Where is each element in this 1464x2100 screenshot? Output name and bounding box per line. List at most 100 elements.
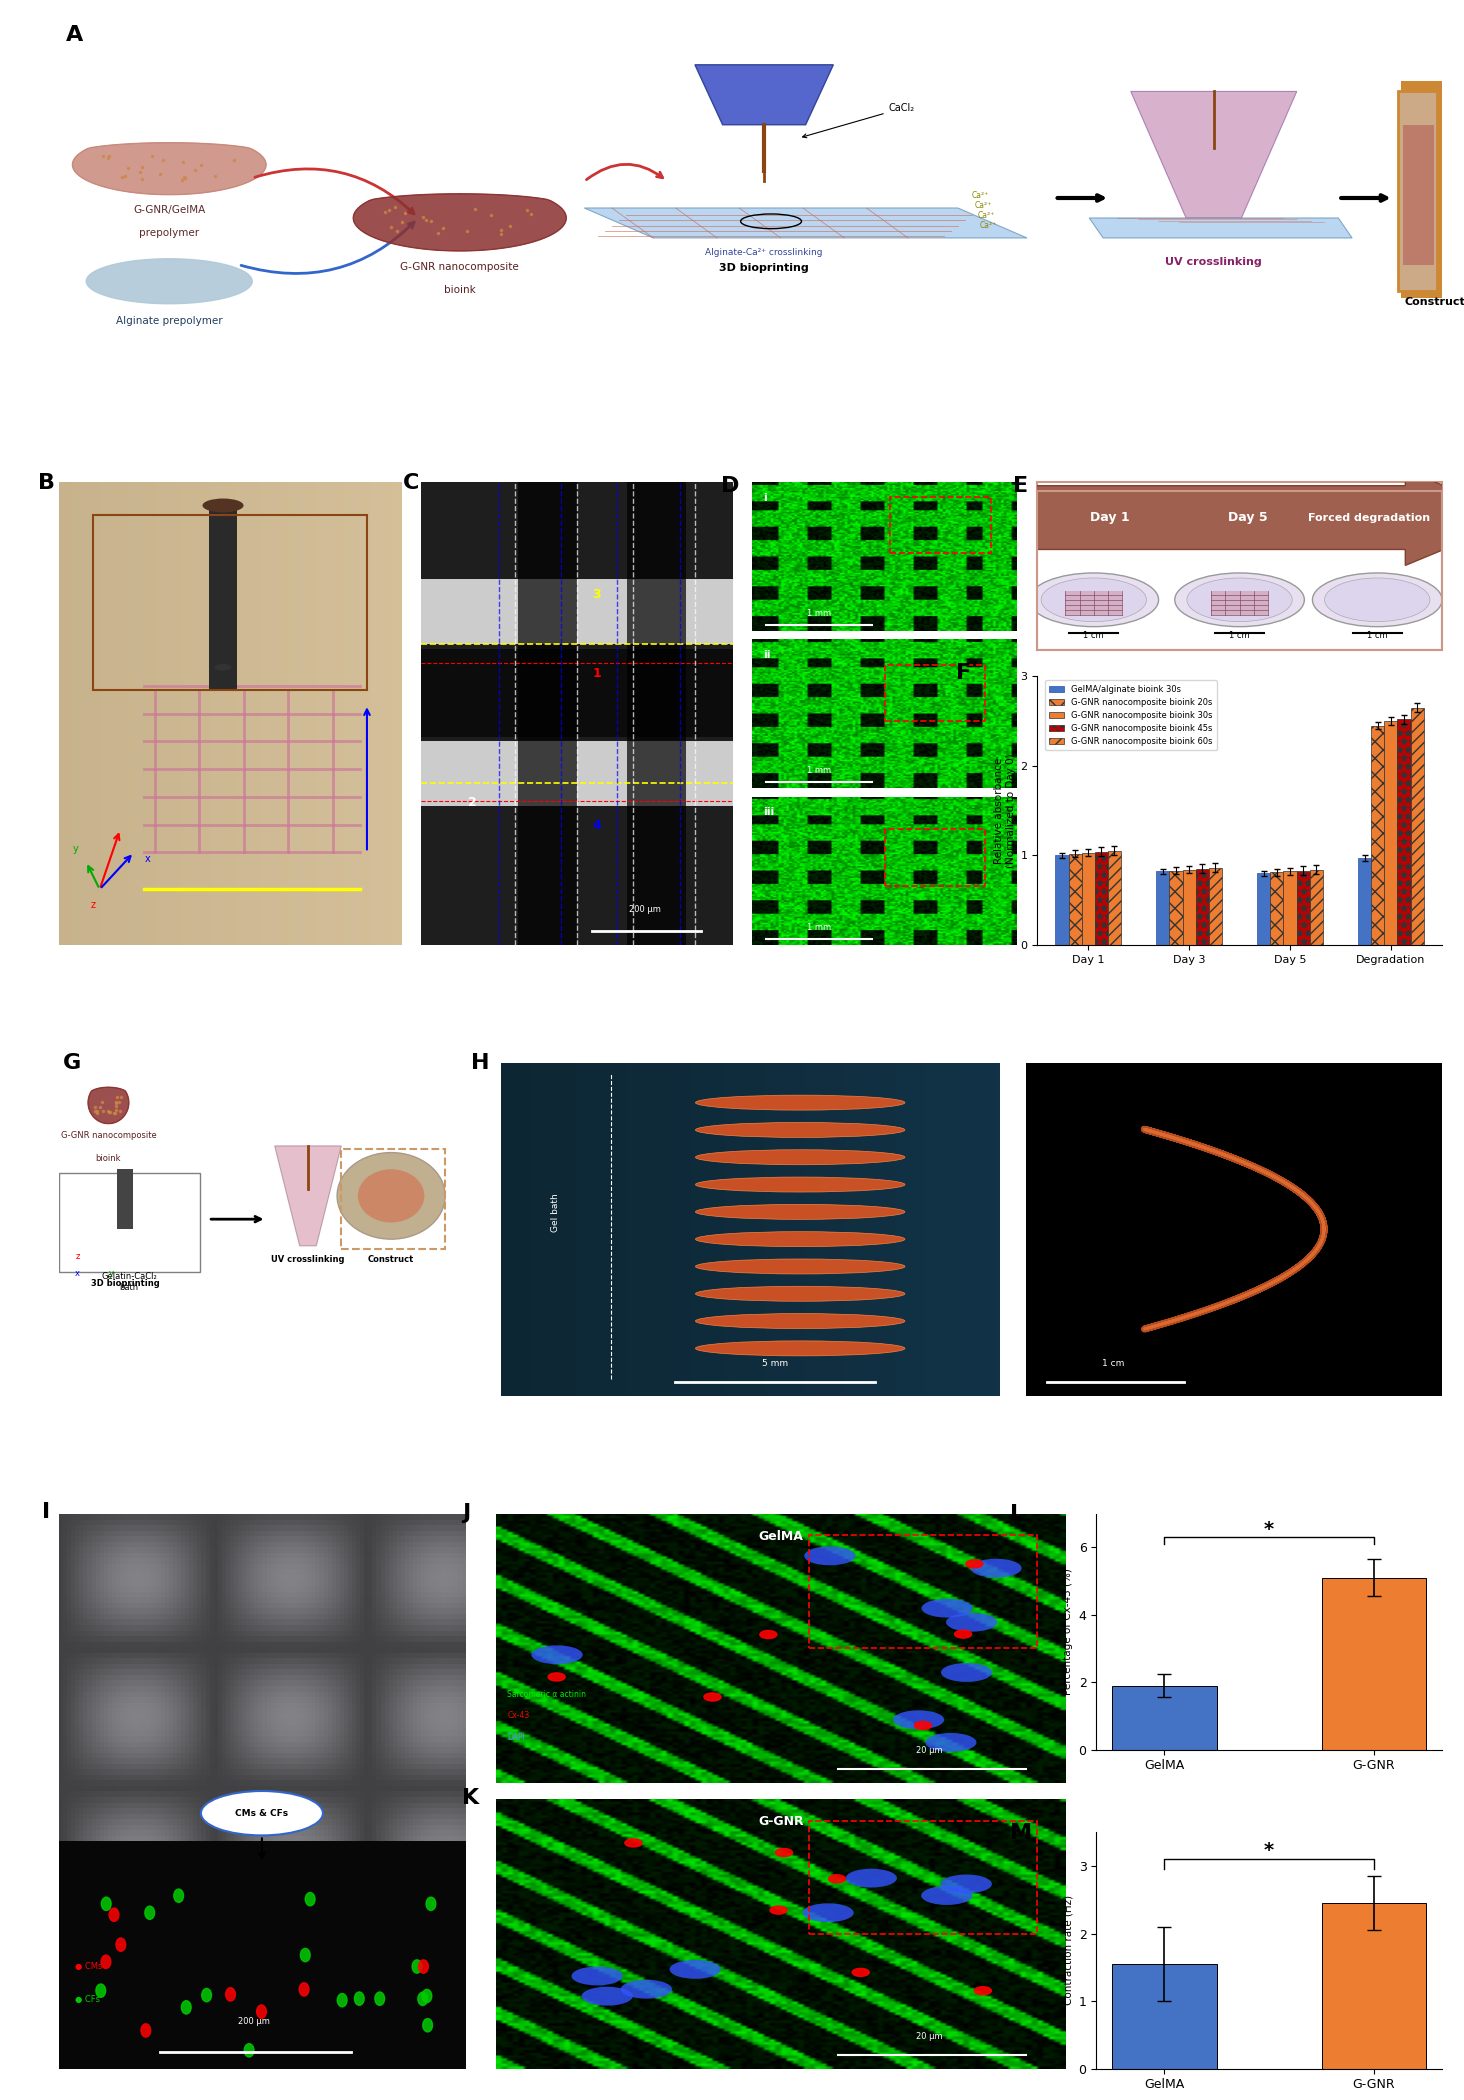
Circle shape	[419, 1959, 429, 1974]
Bar	[1271, 872, 1284, 945]
Text: Ca²⁺: Ca²⁺	[979, 220, 997, 231]
Y-axis label: Contraction rate (Hz): Contraction rate (Hz)	[1063, 1896, 1073, 2005]
Text: 1 cm: 1 cm	[1367, 632, 1388, 640]
Bar	[1183, 869, 1196, 945]
Polygon shape	[1130, 92, 1297, 218]
Text: CaCl₂: CaCl₂	[802, 103, 915, 139]
FancyBboxPatch shape	[59, 1172, 201, 1273]
Circle shape	[1029, 573, 1158, 626]
Text: DAPI: DAPI	[508, 1732, 526, 1741]
Circle shape	[1174, 573, 1304, 626]
Polygon shape	[275, 1147, 341, 1245]
Text: 1 cm: 1 cm	[1102, 1359, 1124, 1367]
Circle shape	[548, 1674, 565, 1680]
Text: 5 mm: 5 mm	[763, 1359, 788, 1367]
Y-axis label: Relative absorbance
(Normalized to Day 0): Relative absorbance (Normalized to Day 0…	[994, 754, 1016, 867]
Bar	[1322, 1577, 1426, 1749]
Ellipse shape	[971, 1558, 1022, 1577]
Circle shape	[770, 1907, 788, 1915]
Bar	[1401, 82, 1442, 298]
FancyBboxPatch shape	[1398, 92, 1436, 292]
Bar	[1170, 872, 1183, 945]
Bar	[1066, 592, 1121, 615]
Polygon shape	[72, 143, 266, 195]
Bar	[884, 666, 985, 720]
Text: E: E	[1013, 475, 1028, 496]
Ellipse shape	[846, 1869, 897, 1888]
Text: 1 mm: 1 mm	[807, 766, 830, 775]
Circle shape	[141, 2024, 151, 2037]
Circle shape	[244, 2043, 253, 2058]
Bar	[1258, 874, 1271, 945]
Circle shape	[915, 1722, 931, 1730]
Circle shape	[411, 1959, 422, 1974]
Text: G-GNR: G-GNR	[758, 1814, 804, 1829]
Ellipse shape	[695, 1205, 905, 1220]
Circle shape	[426, 1896, 436, 1911]
Ellipse shape	[941, 1875, 993, 1894]
Ellipse shape	[941, 1663, 993, 1682]
Ellipse shape	[214, 664, 231, 670]
Text: Day 5: Day 5	[1228, 510, 1268, 525]
Polygon shape	[584, 208, 1026, 237]
Text: K: K	[463, 1789, 479, 1808]
Text: 20 μm: 20 μm	[915, 2033, 943, 2041]
Text: L: L	[1010, 1504, 1023, 1525]
Ellipse shape	[669, 1959, 720, 1978]
Text: 4: 4	[593, 819, 602, 832]
Text: 200 μm: 200 μm	[237, 2018, 269, 2026]
Text: Alginate prepolymer: Alginate prepolymer	[116, 317, 223, 326]
Text: Ca²⁺: Ca²⁺	[975, 202, 991, 210]
Circle shape	[202, 1989, 211, 2001]
Bar	[92, 514, 367, 691]
Bar	[890, 498, 991, 554]
Ellipse shape	[695, 1315, 905, 1329]
Ellipse shape	[581, 1987, 632, 2006]
Bar	[1310, 869, 1323, 945]
Polygon shape	[1089, 218, 1353, 237]
Circle shape	[337, 1993, 347, 2008]
Bar	[1322, 1903, 1426, 2068]
Circle shape	[256, 2006, 266, 2018]
Text: J: J	[463, 1504, 470, 1522]
Text: Sarcomeric α actinin: Sarcomeric α actinin	[508, 1690, 587, 1699]
Ellipse shape	[531, 1646, 583, 1663]
Bar	[117, 1170, 133, 1228]
Circle shape	[776, 1848, 792, 1856]
Text: 20 μm: 20 μm	[915, 1747, 943, 1756]
Text: 200 μm: 200 μm	[630, 905, 662, 914]
Bar	[1372, 727, 1385, 945]
Circle shape	[174, 1890, 183, 1903]
Text: 1 mm: 1 mm	[807, 924, 830, 932]
Ellipse shape	[921, 1598, 972, 1617]
Text: H: H	[471, 1052, 489, 1073]
Circle shape	[704, 1693, 720, 1701]
Text: ● CMs: ● CMs	[75, 1961, 102, 1970]
Circle shape	[1312, 573, 1442, 626]
Bar	[1284, 872, 1297, 945]
Text: x: x	[145, 853, 149, 863]
Text: 1 cm: 1 cm	[1083, 632, 1104, 640]
Text: *: *	[1263, 1520, 1274, 1539]
Ellipse shape	[695, 1178, 905, 1193]
Circle shape	[101, 1955, 111, 1968]
Bar	[1056, 855, 1069, 945]
Bar	[1398, 720, 1410, 945]
Bar	[1082, 853, 1095, 945]
Text: *: *	[1263, 1842, 1274, 1861]
Text: F: F	[956, 664, 971, 682]
Ellipse shape	[201, 1791, 324, 1835]
Text: D: D	[720, 477, 739, 496]
Text: Day 1: Day 1	[1091, 510, 1130, 525]
Circle shape	[1041, 578, 1146, 622]
Text: G-GNR nanocomposite: G-GNR nanocomposite	[400, 262, 520, 271]
Ellipse shape	[946, 1613, 997, 1632]
Circle shape	[955, 1630, 972, 1638]
Text: y: y	[72, 844, 78, 855]
Bar	[810, 1535, 1037, 1648]
Bar	[1209, 867, 1222, 945]
Text: Forced degradation: Forced degradation	[1309, 512, 1430, 523]
Ellipse shape	[202, 498, 243, 512]
Bar	[209, 506, 237, 691]
Bar	[1196, 869, 1209, 945]
